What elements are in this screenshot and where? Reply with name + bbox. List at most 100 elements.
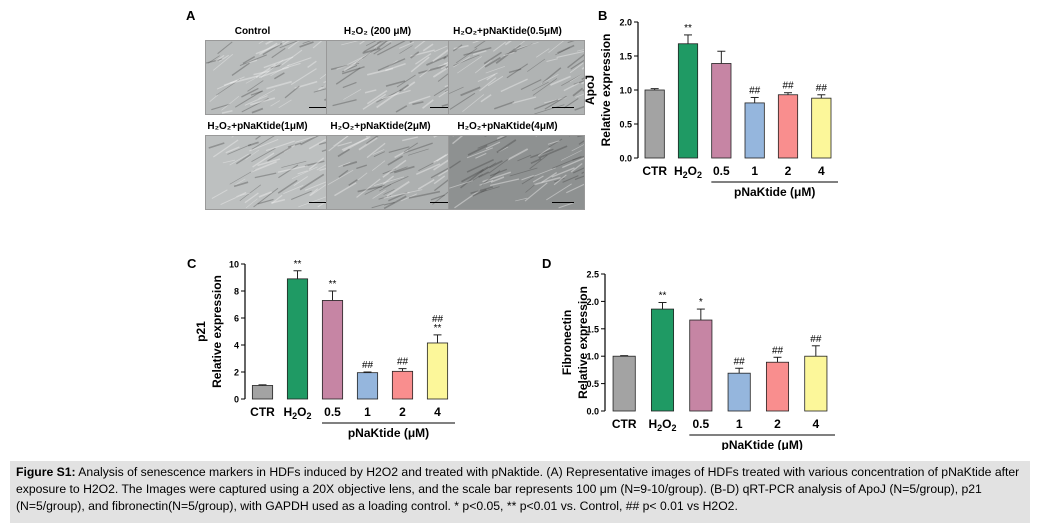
significance-marker: ** [329, 279, 337, 290]
x-tick-label: 1 [751, 164, 758, 178]
caption-text: Analysis of senescence markers in HDFs i… [16, 465, 1020, 513]
x-tick-label: 1 [736, 417, 743, 431]
panel-a-label: A [186, 8, 196, 23]
bar [426, 342, 449, 400]
y-axis-label: Relative expression [210, 275, 224, 388]
y-tick-label: 4 [234, 341, 239, 351]
scale-bar [430, 106, 452, 108]
panel-letter: B [598, 8, 607, 23]
panel-letter: D [542, 256, 551, 271]
bar [765, 361, 790, 412]
scale-bar [309, 201, 331, 203]
bar [612, 355, 636, 412]
y-tick-label: 2.0 [619, 18, 632, 28]
y-axis-label: Relative expression [576, 286, 590, 399]
x-tick-label: H2O2 [674, 164, 702, 180]
bar [286, 278, 309, 400]
significance-marker: ** [294, 259, 302, 270]
bar [744, 102, 765, 159]
significance-marker: ** [659, 290, 667, 301]
x-tick-label: CTR [250, 405, 275, 419]
y-tick-label: 0.0 [619, 154, 632, 164]
y-tick-label: 6 [234, 314, 239, 324]
x-tick-label: H2O2 [283, 405, 311, 421]
figure-caption: Figure S1: Analysis of senescence marker… [10, 461, 1030, 523]
significance-marker: ## [772, 345, 784, 356]
group-label: pNaKtide (μM) [348, 426, 429, 440]
scale-bar [309, 106, 331, 108]
y-tick-label: 1.5 [586, 324, 599, 334]
y-tick-label: 0 [234, 395, 239, 405]
chart-b: B 0.0 0.5 1.0 1.5 2.0 ApoJ Relative expression C… [583, 8, 838, 199]
x-tick-label: 4 [818, 164, 825, 178]
y-tick-label: 1.5 [619, 52, 632, 62]
y-axis-title: p21 [194, 321, 208, 342]
y-axis-title: Fibronectin [560, 310, 574, 375]
significance-marker: ## [782, 81, 794, 92]
bar [811, 97, 832, 159]
y-tick-label: 2.5 [586, 270, 599, 280]
panel-letter: C [187, 256, 197, 271]
x-tick-label: H2O2 [648, 417, 676, 433]
significance-marker: ## [362, 360, 374, 371]
significance-marker: ## [816, 83, 828, 94]
bar [650, 308, 675, 412]
x-tick-label: 0.5 [713, 164, 730, 178]
y-tick-label: 1.0 [586, 352, 599, 362]
x-tick-label: 2 [785, 164, 792, 178]
x-tick-label: 4 [812, 417, 819, 431]
y-tick-label: 2 [234, 368, 239, 378]
y-tick-label: 10 [229, 260, 239, 270]
micrograph-title: Control [234, 26, 271, 37]
micrograph-image [448, 40, 585, 115]
x-tick-label: CTR [642, 164, 667, 178]
micrograph-image [326, 40, 463, 115]
chart-c: C 0 2 4 6 8 10 p21 Relative expression CTR ** H2O2 *… [187, 256, 455, 440]
x-tick-label: 1 [364, 405, 371, 419]
chart-d: D 0.0 0.5 1.0 1.5 2.0 2.5 Fibronectin Relative e… [542, 256, 835, 450]
significance-marker: ## [397, 357, 409, 368]
x-tick-label: 2 [399, 405, 406, 419]
micrograph-title: H₂O₂+pNaKtide(2μM) [330, 121, 431, 132]
micrograph-image [326, 135, 463, 210]
y-axis-title: ApoJ [583, 75, 597, 105]
x-tick-label: 0.5 [692, 417, 709, 431]
bar [251, 385, 274, 400]
caption-heading: Figure S1: [16, 465, 76, 479]
y-axis-label: Relative expression [599, 34, 613, 147]
bar [777, 94, 799, 159]
scale-bar [552, 106, 574, 108]
scale-bar [430, 201, 452, 203]
y-tick-label: 8 [234, 287, 239, 297]
x-tick-label: CTR [612, 417, 637, 431]
micrograph-title: H₂O₂ (200 μM) [343, 26, 412, 37]
micrograph-image [448, 135, 585, 210]
bar [644, 89, 665, 159]
x-tick-label: 0.5 [324, 405, 341, 419]
bar [677, 43, 699, 159]
y-tick-label: 2.0 [586, 297, 599, 307]
bar [689, 319, 713, 412]
scale-bar [552, 201, 574, 203]
bar [711, 63, 732, 159]
micrograph-image [205, 40, 342, 115]
significance-marker: ## [432, 314, 444, 325]
micrograph-title: H₂O₂+pNaKtide(1μM) [207, 121, 308, 132]
significance-marker: ## [734, 356, 746, 367]
significance-marker: * [699, 297, 703, 308]
bar [356, 372, 379, 400]
group-label: pNaKtide (μM) [734, 185, 815, 199]
y-tick-label: 0.5 [619, 120, 632, 130]
micrograph-image [205, 135, 342, 210]
bar [804, 355, 828, 412]
x-tick-label: 4 [434, 405, 441, 419]
bar [727, 372, 751, 412]
micrograph-title: H₂O₂+pNaKtide(4μM) [457, 121, 558, 132]
y-tick-label: 0.5 [586, 379, 599, 389]
y-tick-label: 0.0 [586, 407, 599, 417]
significance-marker: ## [749, 85, 761, 96]
significance-marker: ## [810, 334, 822, 345]
bar [391, 370, 414, 400]
group-label: pNaKtide (μM) [721, 438, 802, 450]
x-tick-label: 2 [774, 417, 781, 431]
